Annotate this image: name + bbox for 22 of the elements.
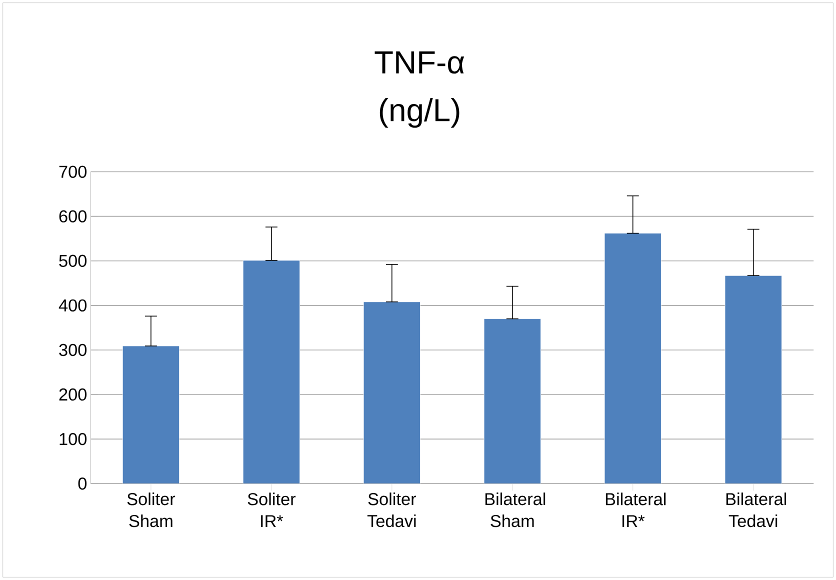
- x-tick-label: Soliter Tedavi: [367, 492, 416, 528]
- x-tick-label: Soliter IR*: [248, 492, 296, 528]
- y-tick-label: 400: [58, 299, 87, 312]
- chart-title: TNF-α: [374, 51, 464, 74]
- x-tick-label: Soliter Sham: [127, 492, 176, 528]
- bar: [242, 260, 300, 484]
- bar: [363, 302, 420, 484]
- y-tick-label: 700: [59, 166, 87, 178]
- x-tick-label: Bilateral Sham: [485, 492, 546, 528]
- bar: [724, 275, 782, 484]
- y-tick-label: 200: [59, 388, 87, 401]
- bar: [122, 346, 180, 484]
- bar: [604, 233, 662, 484]
- y-tick-label: 500: [59, 254, 87, 267]
- y-tick-label: 100: [60, 432, 87, 446]
- bar: [484, 318, 541, 484]
- y-tick-label: 600: [59, 210, 87, 222]
- x-tick-label: Bilateral IR*: [606, 492, 666, 528]
- chart-subtitle: (ng/L): [380, 98, 460, 128]
- y-tick-label: 300: [59, 344, 87, 356]
- y-tick-label: 0: [78, 478, 87, 490]
- x-tick-label: Bilateral Tedavi: [726, 492, 786, 528]
